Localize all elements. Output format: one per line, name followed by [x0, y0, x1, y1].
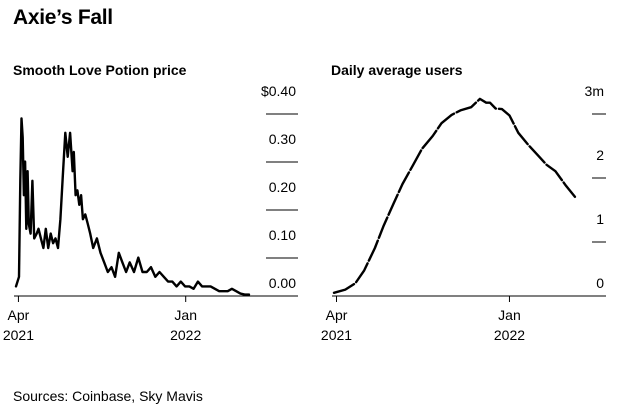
x-tick-label: Apr: [326, 307, 348, 323]
y-tick-label: 0.00: [269, 275, 296, 291]
x-tick-label: 2021: [3, 327, 34, 343]
right-chart-title: Daily average users: [331, 62, 463, 78]
series-line: [14, 117, 251, 296]
users-chart: 3m 2 1 0 Apr 2021 Jan 2022: [321, 83, 606, 343]
x-tick-label: Jan: [498, 307, 521, 323]
price-chart: $0.40 0.30 0.20 0.10 0.00 Apr 2021 Jan 2022: [3, 83, 298, 343]
y-tick-label: 0.30: [269, 131, 296, 147]
x-tick-label: Jan: [174, 307, 197, 323]
y-tick-label: 2: [596, 147, 604, 163]
left-chart-title: Smooth Love Potion price: [13, 62, 187, 78]
x-tick-label: 2021: [321, 327, 352, 343]
series-line: [332, 97, 577, 294]
y-tick-label: 1: [596, 211, 604, 227]
y-tick-label: 3m: [585, 83, 604, 99]
x-tick-label: Apr: [8, 307, 30, 323]
x-tick-label: 2022: [494, 327, 525, 343]
chart-title: Axie’s Fall: [13, 6, 113, 29]
y-tick-label: 0.20: [269, 179, 296, 195]
y-tick-label: $0.40: [261, 83, 296, 99]
source-note: Sources: Coinbase, Sky Mavis: [13, 388, 203, 404]
y-tick-label: 0: [596, 275, 604, 291]
y-tick-label: 0.10: [269, 227, 296, 243]
x-tick-label: 2022: [170, 327, 201, 343]
